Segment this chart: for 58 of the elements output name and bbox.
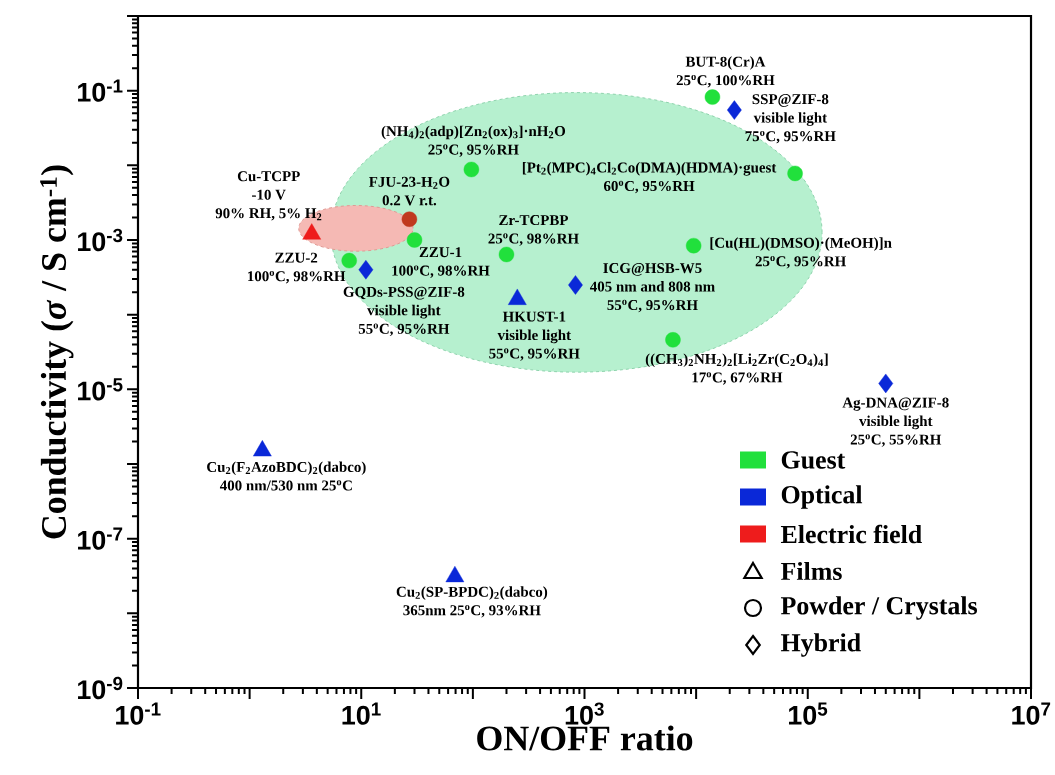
annotation: visible light [859, 415, 933, 430]
annotation: 25$^{o}$C, 98%RH [488, 233, 579, 246]
annotation: 25$^{o}$C, 95%RH [755, 256, 846, 269]
annotation: Films [780, 561, 842, 581]
legend-label: Optical [781, 485, 863, 509]
y-tick-label: 10$^{-1}$ [78, 79, 123, 102]
annotation: Cu-TCPP [237, 171, 300, 182]
annotation: Zr-TCPBP [499, 215, 569, 226]
annotation: FJU-23-H$_{2}$O [369, 176, 450, 189]
x-tick-label: 10$^{-1}$ [116, 702, 161, 725]
text: ((CH$_{3}$)$_{2}$NH$_{2}$)$_{2}$[Li$_{2}$Zr(C$_{2}$O$_{4}$)$_{4}$] [645, 353, 828, 368]
annotation: Ag-DNA@ZIF-8 [842, 397, 949, 411]
x-tick-label: 10$^{3}$ [565, 702, 604, 725]
annotation: 90% RH, 5% H$_{2}$ [215, 208, 322, 221]
annotation: -10 V [252, 189, 286, 200]
annotation: 17$^{o}$C, 67%RH [692, 372, 783, 385]
annotation: ZZU-2 [275, 252, 318, 263]
x-tick-label: 10$^{1}$ [342, 702, 381, 725]
annotation: 405 nm and 808 nm [589, 281, 715, 292]
annotation: Powder / Crystals [780, 596, 977, 620]
y-tick-label: 10$^{-9}$ [78, 676, 123, 700]
annotation: visible light [753, 112, 828, 126]
annotation: 25$^{o}$C, 55%RH [850, 434, 942, 447]
y-tick-label: 10$^{-7}$ [78, 527, 123, 550]
annotation: 100$^{o}$C, 98%RH [248, 270, 346, 284]
annotation: ZZU-1 [419, 247, 462, 258]
annotation: 400 nm/530 nm 25$^{o}$C [219, 480, 352, 491]
annotation: HKUST-1 [502, 311, 566, 322]
annotation: GQDs-PSS@ZIF-8 [343, 286, 465, 300]
text: (NH$_{4}$)$_{2}$(adp)[Zn$_{2}$(ox)$_{3}$]·nH$_{2}$O [381, 125, 566, 140]
annotation: 55$^{o}$C, 95%RH [358, 323, 450, 337]
y-axis-title: Conductivity (σ / S cm$^{-1}$) [40, 165, 74, 539]
annotation: 365nm 25$^{o}$C, 93%RH [403, 605, 541, 618]
x-tick-label: 10$^{5}$ [789, 702, 828, 725]
annotation: SSP@ZIF-8 [752, 94, 829, 107]
x-axis-title: ON/OFF ratio [477, 725, 693, 751]
annotation: 100$^{o}$C, 98%RH [392, 265, 490, 278]
y-tick-label: 10$^{-5}$ [78, 378, 123, 401]
annotation: visible light [367, 304, 441, 319]
annotation: 55$^{o}$C, 95%RH [489, 348, 580, 361]
annotation: 25$^{o}$C, 95%RH [428, 144, 519, 157]
x-tick-label: 10$^{7}$ [1012, 702, 1051, 725]
annotation: Hybrid [780, 633, 861, 657]
annotation: BUT-8(Cr)A [685, 56, 766, 70]
legend-label: Guest [781, 451, 846, 469]
legend-label: Electric field [780, 524, 922, 544]
annotation: 25$^{o}$C, 100%RH [676, 74, 775, 88]
annotation: 75$^{o}$C, 95%RH [745, 130, 836, 144]
annotation: Cu$_{2}$(F$_{2}$AzoBDC)$_{2}$(dabco) [207, 461, 366, 476]
annotation: 0.2 V r.t. [382, 195, 437, 206]
annotation: [Pt$_{2}$(MPC)$_{4}$Cl$_{2}$Co(DMA)(HDMA)·guest [522, 162, 777, 176]
annotation: 60$^{o}$C, 95%RH [603, 180, 695, 194]
y-tick-label: 10$^{-3}$ [78, 228, 123, 252]
annotation: visible light [497, 329, 571, 344]
annotation: ICG@HSB-W5 [603, 263, 702, 276]
annotation: Cu$_{2}$(SP-BPDC)$_{2}$(dabco) [396, 586, 548, 600]
annotation: 55$^{o}$C, 95%RH [607, 299, 698, 313]
annotation: [Cu(HL)(DMSO)·(MeOH)]n [710, 237, 892, 251]
